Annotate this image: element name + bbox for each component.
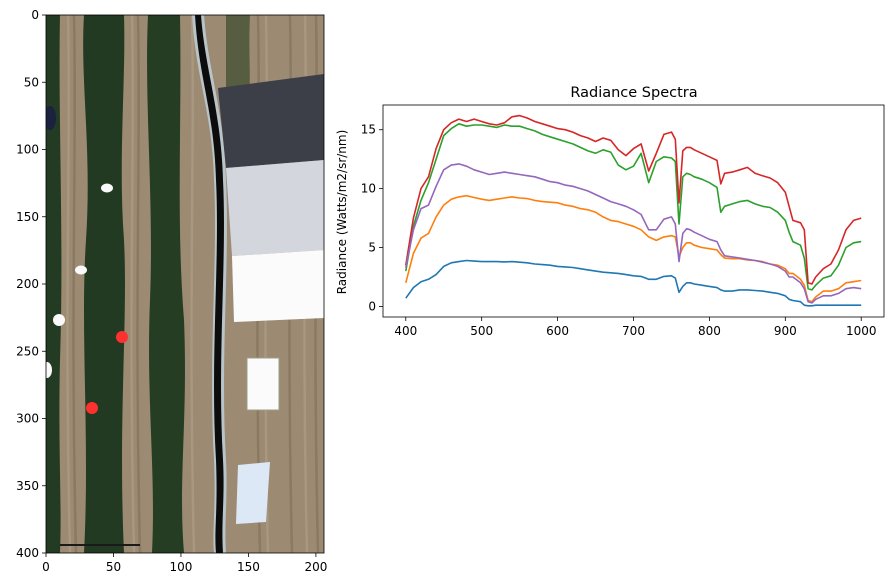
- soil-stripe: [66, 15, 72, 553]
- vegetation-row-2: [83, 15, 125, 553]
- chart-x-tick-label: 900: [774, 324, 797, 338]
- image-x-tick-label: 150: [237, 560, 260, 574]
- series-line-2: [405, 194, 862, 303]
- chart-y-tick-label: 10: [361, 182, 376, 196]
- chart-x-tick-label: 1000: [846, 324, 877, 338]
- panel-small-white: [246, 357, 280, 411]
- image-y-tick-label: 150: [16, 210, 39, 224]
- series-line-3: [405, 123, 862, 291]
- white-marker-3: [53, 314, 65, 326]
- image-y-tick-label: 0: [31, 8, 39, 22]
- soil-stripe: [72, 15, 78, 553]
- vegetation-row-3: [147, 15, 185, 553]
- panel-blue: [236, 462, 270, 524]
- vegetation-row-4: [226, 15, 250, 100]
- chart-x-ticks: 400 500 600 700 800 900 1000: [394, 317, 877, 338]
- image-x-tick-label: 200: [304, 560, 327, 574]
- chart-x-tick-label: 800: [698, 324, 721, 338]
- image-x-tick-label: 100: [169, 560, 192, 574]
- rgb-image-panel: 0 50 100 150 200 0 50 100 150 200 250 300 350 400: [16, 8, 327, 574]
- chart-x-tick-label: 400: [394, 324, 417, 338]
- vegetation-row-1: [46, 15, 62, 553]
- chart-y-ticks: 0 5 10 15: [361, 123, 383, 313]
- chart-x-tick-label: 600: [546, 324, 569, 338]
- image-x-ticks: 0 50 100 150 200: [42, 553, 327, 574]
- chart-y-tick-label: 5: [368, 241, 376, 255]
- soil-stripe: [136, 15, 142, 553]
- panel-grey: [226, 160, 324, 256]
- image-y-tick-label: 250: [16, 344, 39, 358]
- chart-title: Radiance Spectra: [570, 85, 697, 101]
- red-marker-2: [86, 402, 98, 414]
- series-line-5: [405, 163, 862, 304]
- plot-frame: [382, 104, 885, 318]
- white-marker-2: [75, 265, 87, 275]
- dark-blue-spot: [46, 106, 56, 130]
- white-marker-1: [101, 183, 113, 193]
- chart-y-tick-label: 0: [368, 299, 376, 313]
- image-y-tick-label: 50: [24, 75, 39, 89]
- series-line-1: [405, 259, 862, 307]
- soil-stripe: [130, 15, 136, 553]
- image-y-tick-label: 200: [16, 277, 39, 291]
- image-y-tick-label: 100: [16, 143, 39, 157]
- red-marker-1: [116, 331, 128, 343]
- panel-white: [232, 250, 324, 322]
- chart-x-tick-label: 700: [622, 324, 645, 338]
- panel-dark: [218, 74, 324, 168]
- aerial-image: [46, 15, 324, 553]
- y-axis-label: Radiance (Watts/m2/sr/nm): [335, 130, 349, 295]
- image-y-tick-label: 300: [16, 412, 39, 426]
- chart-x-tick-label: 500: [470, 324, 493, 338]
- soil-stripe: [190, 15, 196, 553]
- chart-y-tick-label: 15: [361, 123, 376, 137]
- road: [195, 15, 224, 553]
- image-x-tick-label: 0: [42, 560, 50, 574]
- image-y-tick-label: 400: [16, 546, 39, 560]
- image-y-ticks: 0 50 100 150 200 250 300 350 400: [16, 8, 46, 560]
- image-y-tick-label: 350: [16, 479, 39, 493]
- image-x-tick-label: 50: [106, 560, 121, 574]
- series-group: [405, 114, 862, 307]
- series-line-4: [405, 114, 862, 285]
- white-marker-4: [46, 362, 52, 378]
- radiance-spectra-chart: Radiance Spectra Radiance (Watts/m2/sr/n…: [335, 85, 885, 338]
